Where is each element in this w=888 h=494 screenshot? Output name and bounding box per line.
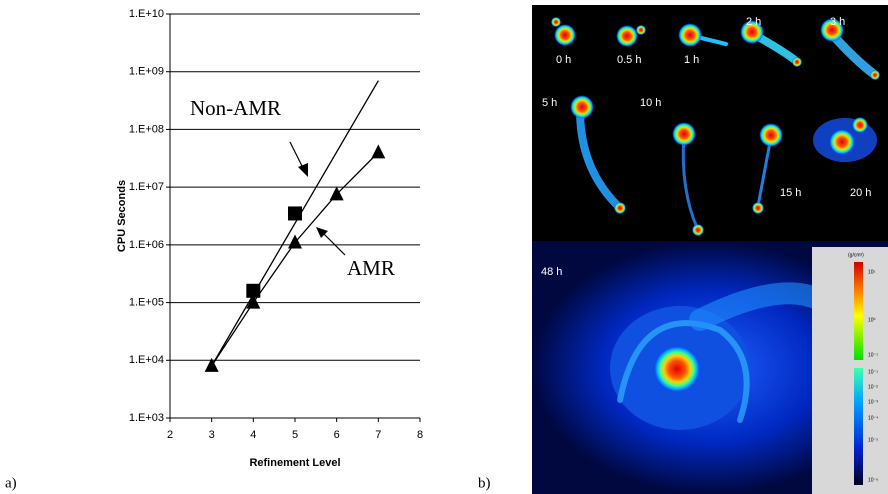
panel-label: a) xyxy=(5,475,17,491)
time-label: 0.5 h xyxy=(617,54,641,66)
y-tick-label: 1.E+04 xyxy=(129,354,164,366)
x-axis-title: Refinement Level xyxy=(249,457,340,469)
time-label: 15 h xyxy=(780,187,801,199)
x-tick-label: 5 xyxy=(292,429,298,441)
annotation: AMR xyxy=(347,256,395,280)
time-label: 3 h xyxy=(830,16,845,28)
y-tick-label: 1.E+07 xyxy=(129,181,164,193)
triangle-marker xyxy=(371,144,385,158)
time-label: 2 h xyxy=(746,16,761,28)
colorbar-label: 10⁻⁶ xyxy=(868,477,878,483)
time-label: 48 h xyxy=(541,266,562,278)
colorbar-label: 10¹ xyxy=(868,269,876,275)
arrow xyxy=(290,142,303,168)
annotation: Non-AMR xyxy=(190,96,281,120)
simulation-image: 0 h 0.5 h 1 h 2 h 3 h 5 h 10 h 15 h 20 h 48 h (g/c… xyxy=(532,5,888,494)
square-marker xyxy=(288,206,302,220)
colorbar-label: 10⁻¹ xyxy=(868,352,878,358)
chart: 1.E+03 1.E+04 1.E+05 1.E+06 1.E+07 1.E+08 1.E+… xyxy=(116,8,423,469)
time-label: 1 h xyxy=(684,54,699,66)
colorbar-unit: (g/cm³) xyxy=(848,252,864,258)
colorbar-label: 10⁻⁴ xyxy=(868,415,878,421)
colorbar-label: 10⁻¹ xyxy=(868,369,878,375)
colorbar-bottom xyxy=(854,368,863,485)
x-tick-label: 6 xyxy=(334,429,340,441)
series-line xyxy=(212,81,379,366)
time-label: 10 h xyxy=(640,97,661,109)
y-axis-title: CPU Seconds xyxy=(116,180,128,252)
x-tick-label: 4 xyxy=(250,429,256,441)
colorbar-label: 10⁰ xyxy=(868,317,876,323)
arrowhead xyxy=(298,163,308,177)
x-tick-label: 2 xyxy=(167,429,173,441)
y-tick-label: 1.E+06 xyxy=(129,239,164,251)
y-tick-label: 1.E+03 xyxy=(129,412,164,424)
time-label: 20 h xyxy=(850,187,871,199)
x-tick-label: 3 xyxy=(209,429,215,441)
y-tick-label: 1.E+09 xyxy=(129,66,164,78)
time-label: 5 h xyxy=(542,97,557,109)
colorbar-top xyxy=(854,262,863,360)
y-tick-label: 1.E+08 xyxy=(129,123,164,135)
colorbar-label: 10⁻² xyxy=(868,384,878,390)
panel-label: b) xyxy=(478,475,491,491)
y-tick-label: 1.E+10 xyxy=(129,8,164,20)
x-tick-label: 8 xyxy=(417,429,423,441)
triangle-marker xyxy=(330,186,344,200)
colorbar-label: 10⁻⁵ xyxy=(868,437,878,443)
time-label: 0 h xyxy=(556,54,571,66)
figure: 1.E+03 1.E+04 1.E+05 1.E+06 1.E+07 1.E+08 1.E+… xyxy=(0,0,888,494)
y-tick-label: 1.E+05 xyxy=(129,296,164,308)
x-tick-label: 7 xyxy=(375,429,381,441)
colorbar-label: 10⁻³ xyxy=(868,399,878,405)
